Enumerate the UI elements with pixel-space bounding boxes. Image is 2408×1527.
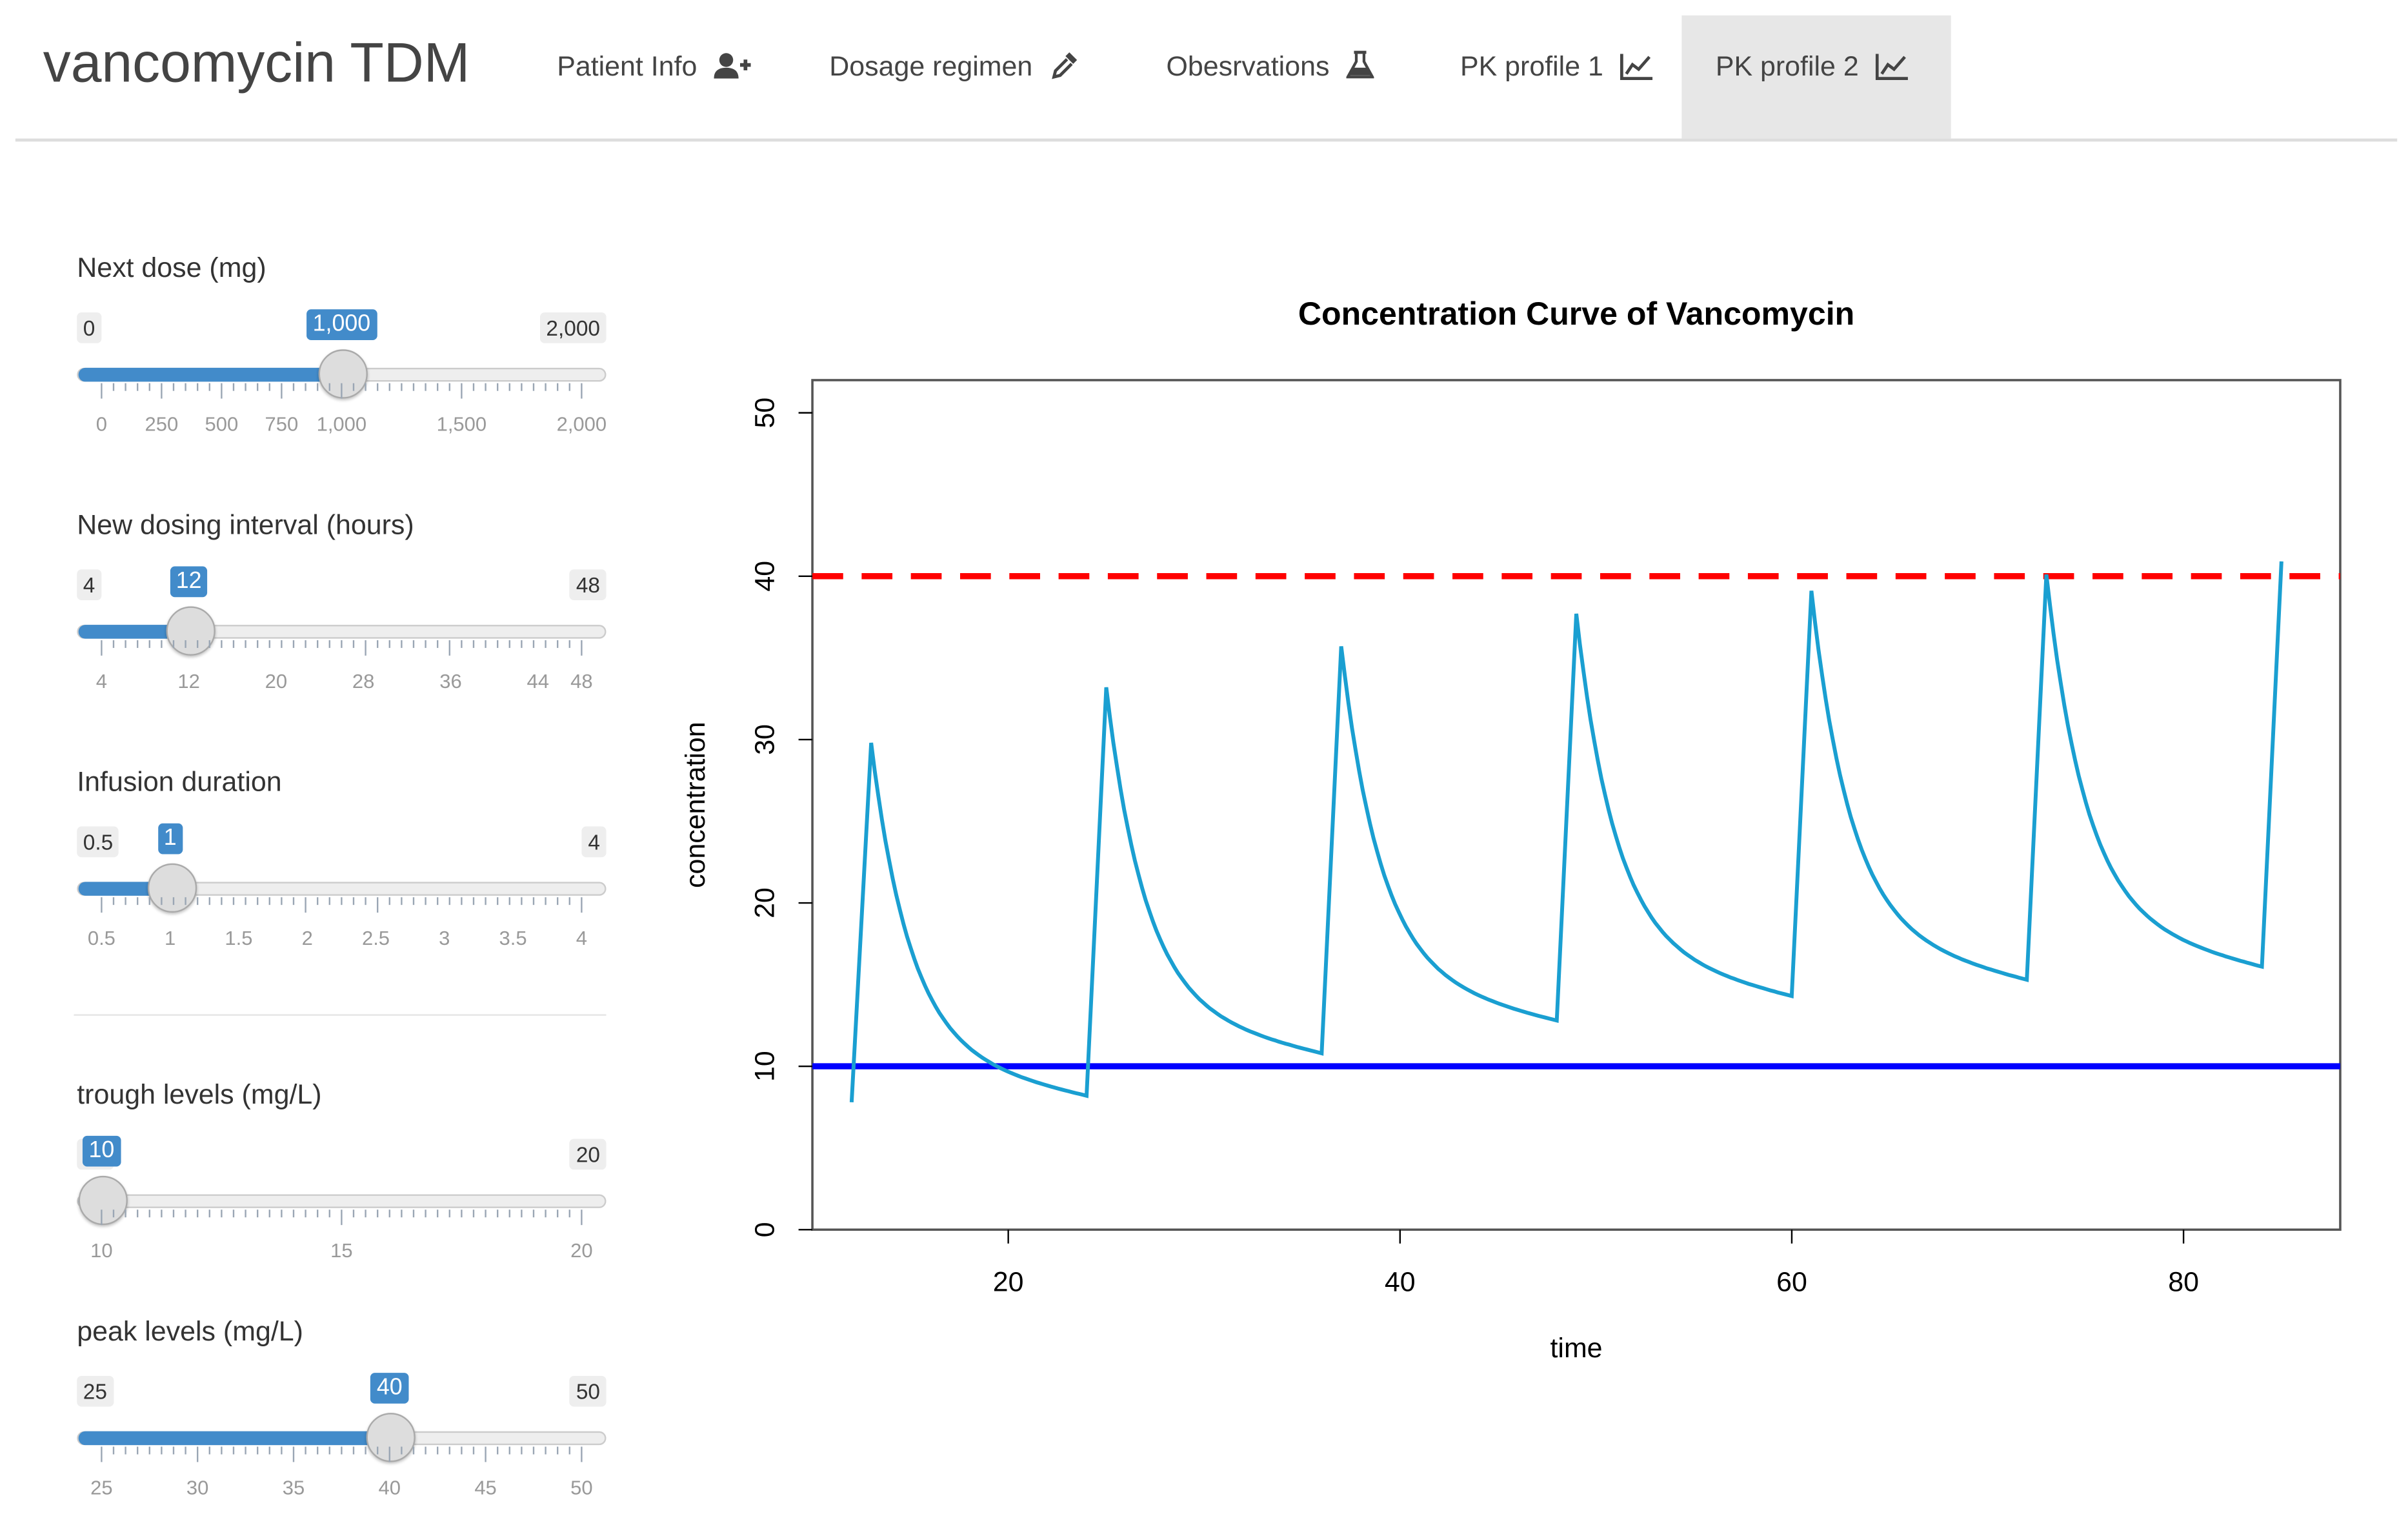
app-title: vancomycin TDM <box>43 31 470 96</box>
slider-min-label: 4 <box>77 569 101 600</box>
y-tick-label: 40 <box>749 561 780 592</box>
y-tick-label: 30 <box>749 724 780 755</box>
eyedropper-icon <box>1050 49 1081 80</box>
slider-value-label: 40 <box>370 1373 408 1404</box>
slider-value-label: 1,000 <box>306 309 377 340</box>
slider-track[interactable] <box>77 882 606 895</box>
y-tick-label: 0 <box>749 1222 780 1237</box>
tab-label: Patient Info <box>557 51 697 82</box>
divider <box>74 1014 606 1015</box>
slider-tick-label: 28 <box>352 669 375 693</box>
slider-ticks <box>74 1209 609 1231</box>
tab-patient-info[interactable]: Patient Info <box>523 15 785 139</box>
slider-value-label: 12 <box>170 567 208 598</box>
slider-tick-label: 36 <box>439 669 462 693</box>
tab-dosage-regimen[interactable]: Dosage regimen <box>796 15 1114 139</box>
tab-pk-profile-2[interactable]: PK profile 2 <box>1681 15 1951 139</box>
slider-tick-label: 750 <box>265 412 299 436</box>
slider-tick-label: 250 <box>145 412 179 436</box>
navbar: vancomycin TDM Patient Info Dosage regim… <box>15 0 2397 141</box>
tab-label: Dosage regimen <box>829 51 1032 82</box>
slider-tick-label: 2.5 <box>362 927 390 950</box>
slider-tick-label: 20 <box>265 669 288 693</box>
plot-frame <box>812 380 2340 1229</box>
slider-tick-label: 3.5 <box>499 927 527 950</box>
slider-min-label: 25 <box>77 1376 113 1407</box>
slider-tick-label: 4 <box>576 927 587 950</box>
x-tick-label: 80 <box>2168 1267 2199 1298</box>
slider-tick-label: 2 <box>302 927 313 950</box>
slider-ticks <box>74 897 609 918</box>
slider-tick-label: 1 <box>165 927 176 950</box>
slider-tick-label: 4 <box>96 669 107 693</box>
slider-value-label: 1 <box>157 824 183 855</box>
x-axis-label: time <box>1550 1333 1602 1364</box>
slider-ticks <box>74 1447 609 1468</box>
slider-track[interactable] <box>77 1431 606 1445</box>
slider-tick-label: 50 <box>570 1476 593 1499</box>
slider-max-label: 50 <box>570 1376 606 1407</box>
y-tick-label: 10 <box>749 1051 780 1082</box>
tab-label: Obesrvations <box>1167 51 1330 82</box>
y-axis-label: concentration <box>680 722 711 888</box>
tab-label: PK profile 1 <box>1460 51 1603 82</box>
slider-label: New dosing interval (hours) <box>77 509 414 541</box>
slider-max-label: 48 <box>570 569 606 600</box>
tab-observations[interactable]: Obesrvations <box>1132 15 1408 139</box>
line-chart-icon <box>1620 52 1654 80</box>
slider-max-label: 20 <box>570 1139 606 1170</box>
slider-label: Infusion duration <box>77 767 281 799</box>
slider-tick-label: 44 <box>527 669 549 693</box>
slider-tick-label: 48 <box>570 669 593 693</box>
concentration-chart: Concentration Curve of Vancomycin 20 40 60 8… <box>661 261 2369 1385</box>
slider-max-label: 4 <box>582 827 607 858</box>
slider-tick-label: 0.5 <box>88 927 115 950</box>
tab-pk-profile-1[interactable]: PK profile 1 <box>1427 15 1689 139</box>
slider-tick-label: 10 <box>90 1239 113 1262</box>
x-tick-label: 40 <box>1385 1267 1416 1298</box>
slider-track[interactable] <box>77 625 606 638</box>
slider-tick-label: 25 <box>90 1476 113 1499</box>
slider-tick-label: 15 <box>330 1239 353 1262</box>
y-tick-label: 50 <box>749 398 780 429</box>
x-tick-label: 60 <box>1776 1267 1807 1298</box>
slider-tick-label: 0 <box>96 412 107 436</box>
slider-tick-label: 1,500 <box>437 412 487 436</box>
slider-max-label: 2,000 <box>540 312 607 343</box>
y-tick-label: 20 <box>749 887 780 918</box>
slider-tick-label: 500 <box>205 412 239 436</box>
slider-tick-label: 12 <box>177 669 200 693</box>
slider-label: peak levels (mg/L) <box>77 1316 303 1348</box>
slider-tick-label: 1,000 <box>317 412 367 436</box>
slider-fill <box>79 368 343 381</box>
slider-value-label: 10 <box>83 1136 121 1167</box>
concentration-curve <box>852 561 2282 1102</box>
slider-track[interactable] <box>77 368 606 381</box>
user-plus-icon <box>714 52 751 80</box>
slider-ticks <box>74 383 609 405</box>
slider-tick-label: 30 <box>186 1476 209 1499</box>
flask-icon <box>1347 49 1374 80</box>
slider-min-label: 0 <box>77 312 101 343</box>
line-chart-icon <box>1876 52 1909 80</box>
slider-tick-label: 40 <box>378 1476 401 1499</box>
slider-ticks <box>74 640 609 662</box>
x-tick-label: 20 <box>993 1267 1024 1298</box>
slider-fill <box>79 1431 392 1445</box>
slider-tick-label: 20 <box>570 1239 593 1262</box>
slider-tick-label: 3 <box>439 927 450 950</box>
slider-tick-label: 1.5 <box>225 927 252 950</box>
slider-label: Next dose (mg) <box>77 252 266 285</box>
slider-tick-label: 45 <box>474 1476 497 1499</box>
slider-min-label: 0.5 <box>77 827 119 858</box>
slider-label: trough levels (mg/L) <box>77 1079 321 1111</box>
slider-track[interactable] <box>77 1194 606 1208</box>
slider-tick-label: 2,000 <box>557 412 607 436</box>
chart-title: Concentration Curve of Vancomycin <box>1298 296 1854 332</box>
slider-tick-label: 35 <box>283 1476 305 1499</box>
tab-label: PK profile 2 <box>1716 51 1859 82</box>
